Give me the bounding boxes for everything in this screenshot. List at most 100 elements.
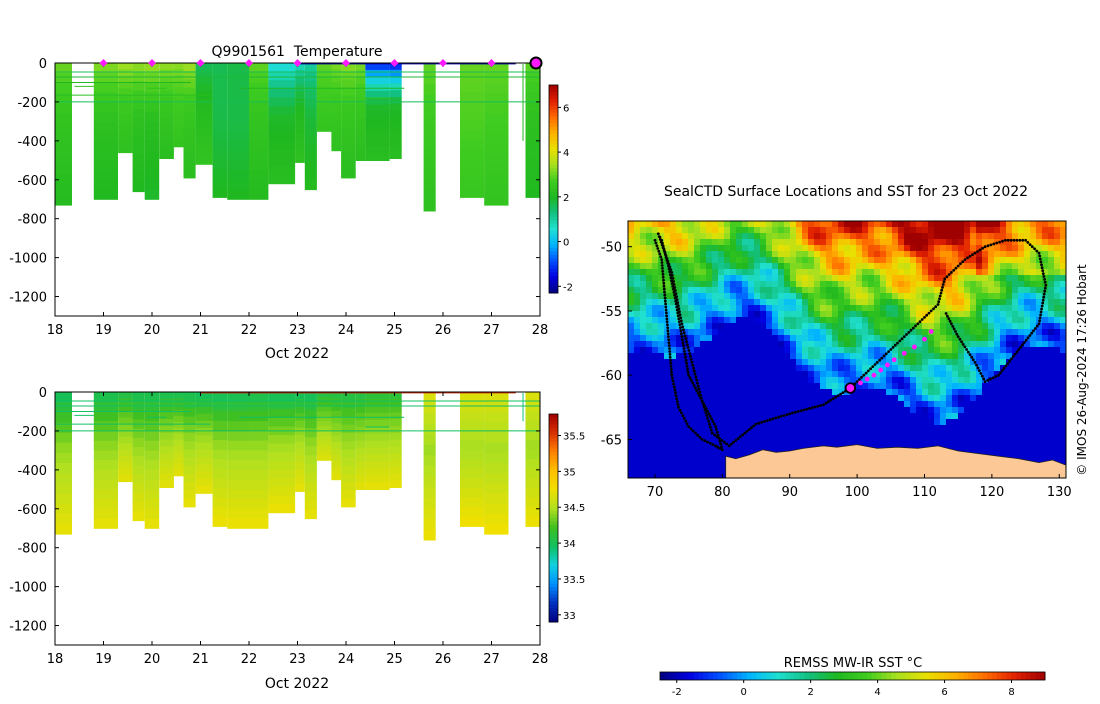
colorbar-swatch [549,85,558,89]
sst-cell [964,353,971,360]
sst-cell [916,359,923,366]
sst-cell [652,245,659,252]
track-point [736,437,740,440]
sst-cell [976,341,983,348]
sst-cell [802,257,809,264]
sst-cell [940,425,947,432]
track-point [824,401,828,405]
sst-cell [706,455,713,462]
sst-cell [826,245,833,252]
sst-cell [670,293,677,300]
profile-cell [423,115,436,127]
track-point [1024,238,1027,242]
profile-cell [144,82,160,93]
track-point [802,408,806,412]
sst-cell [838,359,845,366]
sst-cell [1060,449,1067,456]
sst-cell [964,239,971,246]
colorbar-swatch [549,230,558,235]
sst-cell [934,281,941,288]
track-point [667,344,671,347]
sst-cell [760,383,767,390]
sst-cell [976,335,983,342]
y-tick-label: 0 [39,57,47,72]
sst-cell [724,431,731,438]
sst-cell [754,221,761,228]
sst-colorbar-swatch [847,672,853,680]
sst-cell [820,407,827,414]
profile-cell [316,401,332,408]
sst-cell [808,221,815,228]
sst-cell [682,461,689,468]
profile-cell [389,412,402,420]
sst-cell [1060,335,1067,342]
sst-cell [796,437,803,444]
profile-cell [389,97,402,105]
sst-cell [964,323,971,330]
sst-cell [988,311,995,318]
sst-cell [838,347,845,354]
sst-cell [1060,299,1067,306]
sst-cell [658,269,665,276]
profile-cell [460,139,485,150]
sst-colorbar-swatch [934,672,940,680]
sst-cell [784,299,791,306]
sst-cell [928,257,935,264]
sst-cell [802,365,809,372]
lat-tick-label: -50 [601,241,622,256]
sst-cell [814,233,821,240]
sst-cell [796,257,803,264]
sst-cell [712,449,719,456]
profile-cell [460,487,485,499]
sst-cell [1054,347,1061,354]
recent-positions [844,329,934,394]
sst-cell [844,293,851,300]
sst-cell [784,389,791,396]
sst-cell [982,299,989,306]
sst-cell [742,323,749,330]
sst-cell [958,365,965,372]
sst-cell [898,317,905,324]
sst-cell [712,395,719,402]
sst-colorbar-tick-label: 6 [941,687,947,698]
sst-cell [868,407,875,414]
profile-cell [93,101,118,113]
track-point [718,439,722,443]
track-point [683,350,686,353]
sst-cell [886,227,893,234]
profile-cell [212,111,228,122]
sst-colorbar-swatch [775,672,781,680]
sst-cell [820,431,827,438]
sst-cell [1030,407,1037,414]
colorbar-swatch [549,414,558,418]
sst-cell [754,413,761,420]
sst-cell [892,239,899,246]
sst-cell [778,431,785,438]
sst-cell [892,287,899,294]
sst-cell [946,413,953,420]
lon-tick-label: 110 [912,485,937,500]
profile-cell [295,455,305,464]
sst-colorbar-swatch [968,672,974,680]
sst-cell [754,317,761,324]
sst-cell [742,389,749,396]
sst-cell [646,437,653,444]
colorbar-swatch [549,279,558,284]
sst-cell [802,293,809,300]
profile-cell [144,518,160,529]
profile-cell [423,466,436,478]
track-point [937,300,941,304]
sst-cell [946,437,953,444]
sst-cell [844,299,851,306]
sst-cell [772,335,779,342]
sst-cell [862,299,869,306]
track-point [989,243,993,247]
sst-cell [634,329,641,336]
profile-cell [484,473,509,484]
sst-cell [628,293,635,300]
sst-cell [982,359,989,366]
recent-position-dot [922,336,927,342]
track-point [685,361,688,365]
sst-cell [970,329,977,336]
sst-cell [856,221,863,228]
